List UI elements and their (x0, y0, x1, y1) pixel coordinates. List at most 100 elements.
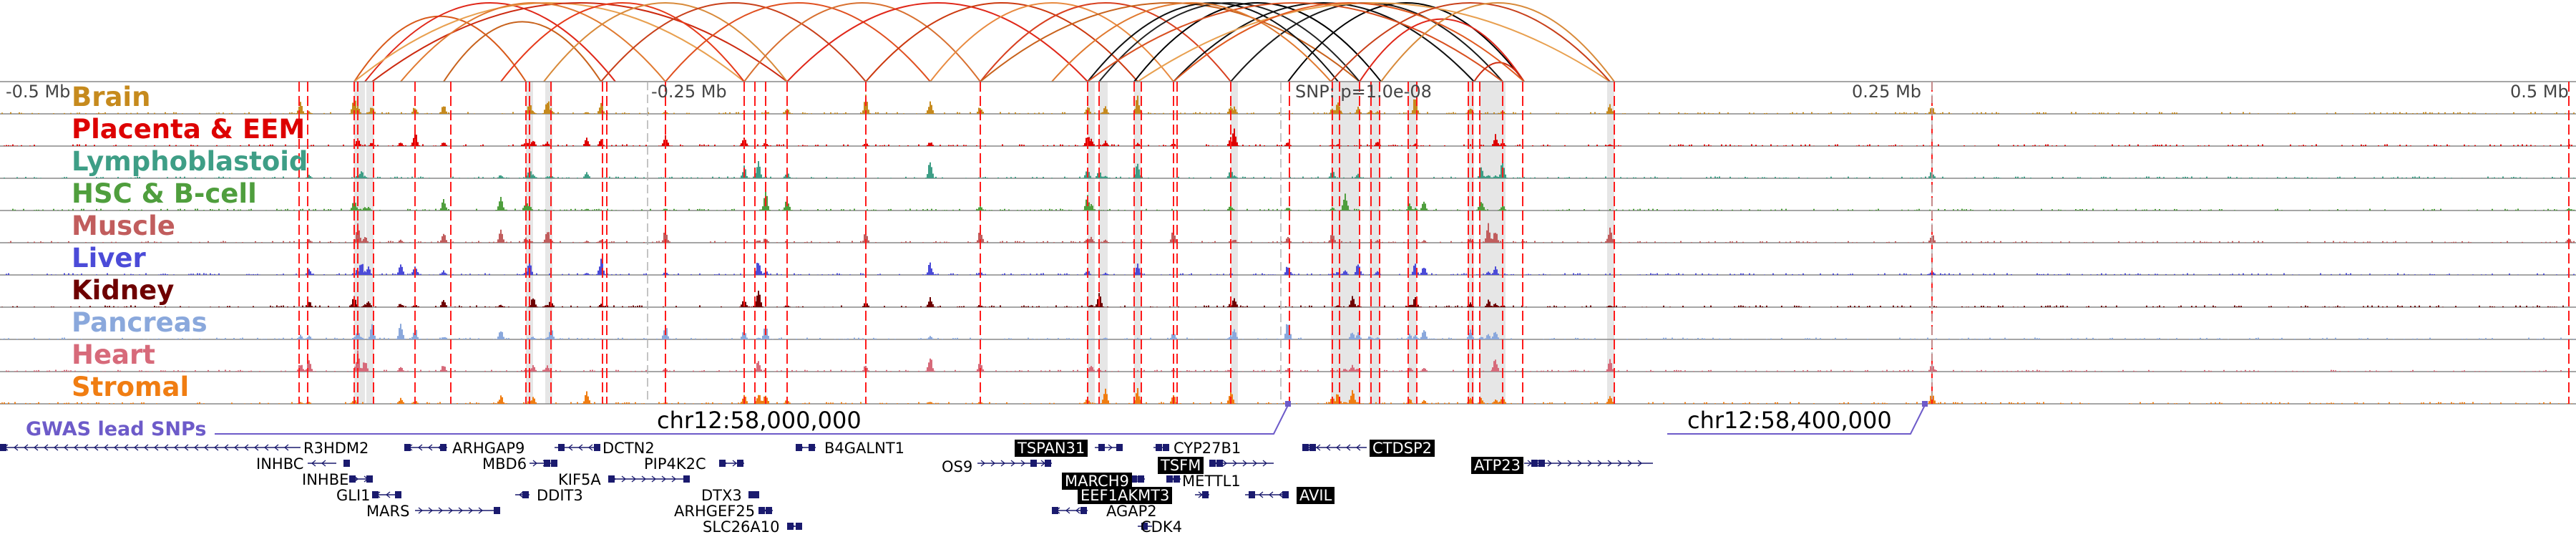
gene-label[interactable]: B4GALNT1 (824, 440, 905, 457)
gene-strand-arrow (113, 444, 119, 451)
gene-strand-arrow (193, 444, 199, 451)
gwas-snp-marker (1285, 401, 1291, 407)
gene-exon (1282, 491, 1289, 498)
gene-exon (737, 460, 743, 467)
track-signal (1, 95, 2575, 114)
interaction-arc (930, 2, 1174, 82)
scale-left-mid-label: -0.25 Mb (651, 82, 727, 102)
gene-exon (372, 491, 379, 498)
gene-exon (809, 444, 815, 451)
gene-label[interactable]: PIP4K2C (644, 455, 706, 473)
gene-exon (395, 491, 401, 498)
gene-strand-arrow (417, 444, 423, 451)
gene-strand-arrow (1617, 460, 1623, 467)
gene-label[interactable]: DTX3 (701, 487, 742, 504)
gene-label[interactable]: CDK4 (1141, 518, 1182, 536)
gene-strand-arrow (621, 475, 627, 483)
gene-label-highlighted[interactable]: TSFM (1158, 457, 1204, 474)
gene-label[interactable]: ARHGAP9 (452, 440, 525, 457)
gene-strand-arrow (53, 444, 59, 451)
gene-exon (1138, 475, 1144, 483)
interaction-arc (1330, 2, 1611, 82)
gene-strand-arrow (163, 444, 169, 451)
gene-strand-arrow (448, 507, 454, 514)
gene-label[interactable]: SLC26A10 (703, 518, 780, 536)
gene-exon (683, 475, 690, 483)
gene-strand-arrow (1262, 460, 1268, 467)
gene-label[interactable]: INHBC (256, 455, 304, 473)
gene-strand-arrow (1020, 460, 1026, 467)
gene-label[interactable]: CYP27B1 (1174, 440, 1241, 457)
gene-strand-arrow (385, 491, 391, 498)
gene-label[interactable]: R3HDM2 (303, 440, 369, 457)
track-label-kidney: Kidney (72, 275, 175, 306)
gene-label[interactable]: GLI1 (336, 487, 371, 504)
gene-label-highlighted[interactable]: EEF1AKMT3 (1078, 487, 1173, 504)
gene-strand-arrow (631, 475, 637, 483)
gene-strand-arrow (518, 491, 524, 498)
gene-label-highlighted[interactable]: AVIL (1297, 487, 1335, 504)
gene-strand-arrow (1065, 507, 1070, 514)
gene-exon (758, 507, 765, 514)
gene-label-highlighted[interactable]: CTDSP2 (1370, 440, 1435, 457)
interaction-arc (1473, 62, 1525, 82)
gene-exon (404, 444, 411, 451)
track-label-lymphoblastoid: Lymphoblastoid (72, 146, 308, 177)
gene-exon (1166, 475, 1173, 483)
gene-label[interactable]: DDIT3 (537, 487, 583, 504)
gene-strand-arrow (532, 460, 538, 467)
gene-strand-arrow (103, 444, 109, 451)
snp-marker-lines (298, 82, 2570, 404)
gene-exon (1080, 507, 1087, 514)
gene-strand-arrow (661, 475, 667, 483)
track-label-stromal: Stromal (72, 372, 190, 402)
interaction-arc (543, 2, 788, 82)
gene-strand-arrow (223, 444, 229, 451)
gene-strand-arrow (213, 444, 219, 451)
gene-exon (1131, 475, 1137, 483)
track-signal (1, 324, 2575, 339)
gene-label[interactable]: METTL1 (1182, 473, 1241, 490)
gene-strand-arrow (1258, 491, 1264, 498)
interaction-arc (865, 2, 1138, 82)
track-signal (1, 291, 2564, 307)
gene-label[interactable]: MARS (366, 503, 410, 520)
gene-strand-arrow (311, 460, 316, 467)
snp-pvalue-label: SNP: p=1.0e-08 (1295, 82, 1432, 102)
gene-label[interactable]: KIF5A (558, 471, 601, 488)
signal-tracks (0, 81, 2576, 405)
gene-exon (796, 444, 802, 451)
gene-label[interactable]: AGAP2 (1106, 503, 1157, 520)
gene-label-highlighted[interactable]: ATP23 (1471, 457, 1523, 474)
gene-label[interactable]: ARHGEF25 (674, 503, 756, 520)
gene-strand-arrow (1597, 460, 1603, 467)
gene-label[interactable]: MBD6 (482, 455, 527, 473)
gene-exon (1249, 491, 1255, 498)
gene-exon (551, 460, 557, 467)
interaction-arcs (353, 2, 1615, 82)
gene-label[interactable]: DCTN2 (602, 440, 655, 457)
gene-label[interactable]: OS9 (942, 458, 973, 475)
gene-strand-arrow (1637, 460, 1643, 467)
gene-label-highlighted[interactable]: TSPAN31 (1015, 440, 1088, 457)
interaction-arc (353, 15, 527, 82)
gene-strand-arrow (1335, 444, 1341, 451)
gene-strand-arrow (1577, 460, 1583, 467)
gene-exon (366, 475, 373, 483)
gene-exon (1052, 507, 1058, 514)
gene-exon (1156, 444, 1162, 451)
gene-strand-arrow (1325, 444, 1331, 451)
gwas-connector (215, 405, 1289, 435)
gene-strand-arrow (1222, 460, 1228, 467)
gene-strand-arrow (1075, 507, 1080, 514)
gene-strand-arrow (263, 444, 269, 451)
gene-strand-arrow (427, 444, 433, 451)
gene-label[interactable]: INHBE (302, 471, 349, 488)
gene-exon (522, 491, 529, 498)
track-signal (8, 223, 2575, 243)
gene-strand-arrow (93, 444, 99, 451)
gene-strand-arrow (1108, 444, 1113, 451)
coordinate-right-label: chr12:58,400,000 (1687, 407, 1892, 434)
